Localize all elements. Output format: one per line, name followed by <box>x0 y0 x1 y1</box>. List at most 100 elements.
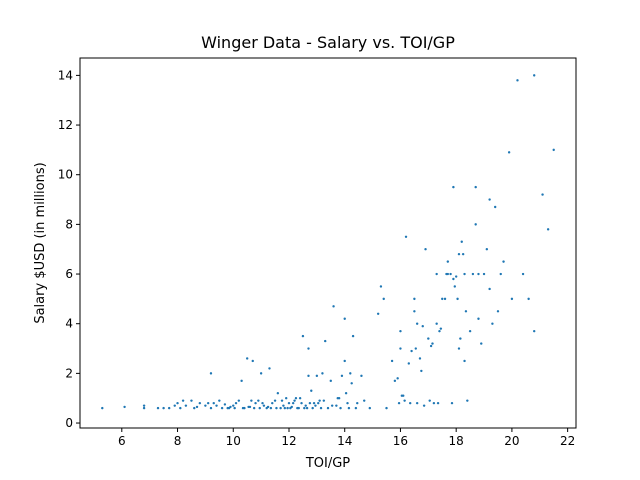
data-point <box>409 401 412 405</box>
data-point <box>477 317 480 320</box>
data-point <box>346 401 349 405</box>
data-point <box>310 389 313 392</box>
data-point <box>552 148 555 152</box>
data-point <box>459 337 462 340</box>
y-tick-label: 14 <box>58 68 73 82</box>
data-point <box>449 272 452 276</box>
data-point <box>477 272 480 276</box>
data-point <box>441 297 444 301</box>
data-point <box>343 317 346 320</box>
data-point <box>241 406 245 410</box>
data-point <box>457 347 461 350</box>
data-point <box>422 404 426 407</box>
data-point <box>482 272 486 276</box>
x-axis-label: TOI/GP <box>305 456 350 471</box>
data-point <box>204 404 207 407</box>
data-point <box>403 399 406 402</box>
plot-frame <box>79 57 577 429</box>
data-point <box>317 401 320 405</box>
data-point <box>471 272 475 276</box>
data-point <box>227 406 231 410</box>
data-point <box>223 403 227 406</box>
data-point <box>318 399 321 402</box>
data-point <box>307 347 310 350</box>
data-point <box>251 359 254 363</box>
x-tick-label: 20 <box>504 434 519 448</box>
data-point <box>326 406 330 410</box>
axes-layer <box>79 57 577 429</box>
x-tick-label: 10 <box>226 434 241 448</box>
data-point <box>240 379 243 383</box>
data-point <box>485 248 489 251</box>
data-point <box>330 404 334 407</box>
data-point <box>418 357 422 360</box>
data-point <box>268 367 271 370</box>
data-point <box>363 399 366 402</box>
data-point <box>297 406 300 410</box>
data-point <box>209 372 213 375</box>
data-point <box>283 406 287 410</box>
data-point <box>496 310 500 313</box>
data-point <box>435 272 438 276</box>
data-point <box>349 372 352 375</box>
chart-title: Winger Data - Salary vs. TOI/GP <box>201 33 455 52</box>
data-point <box>428 399 431 402</box>
data-point <box>101 406 104 410</box>
data-point <box>454 275 458 278</box>
data-point <box>198 401 202 405</box>
data-point <box>247 405 250 409</box>
y-tick-label: 2 <box>65 366 73 380</box>
data-point <box>480 342 483 345</box>
data-point <box>303 406 306 410</box>
data-point <box>261 401 264 405</box>
data-point <box>546 228 550 231</box>
data-point <box>335 404 338 407</box>
x-tick-label: 6 <box>118 434 126 448</box>
data-point <box>176 401 179 405</box>
data-point <box>254 401 257 405</box>
data-point <box>360 374 363 378</box>
data-point <box>407 362 411 365</box>
data-point <box>212 401 215 405</box>
data-point <box>404 235 408 238</box>
data-point <box>499 272 502 276</box>
data-point <box>173 404 176 407</box>
data-point <box>252 406 256 410</box>
data-point <box>312 401 316 405</box>
data-point <box>269 406 273 410</box>
data-point <box>452 277 455 281</box>
data-point <box>339 406 342 410</box>
y-tick-label: 10 <box>58 168 73 182</box>
data-point <box>319 406 323 410</box>
data-point <box>344 392 348 395</box>
data-point <box>332 305 335 308</box>
data-point <box>262 404 266 407</box>
y-tick-label: 8 <box>65 217 73 231</box>
data-point <box>293 399 296 402</box>
data-point <box>385 406 388 410</box>
data-point <box>420 369 423 373</box>
data-point <box>291 401 295 405</box>
x-tick-label: 16 <box>393 434 408 448</box>
data-point <box>424 248 427 251</box>
data-point <box>461 252 465 256</box>
data-point <box>460 240 463 243</box>
data-point <box>206 401 210 405</box>
data-point <box>413 310 416 313</box>
data-point <box>452 185 455 189</box>
data-point <box>435 322 438 325</box>
data-point <box>429 344 433 348</box>
data-point <box>446 260 450 263</box>
y-ticks: 0 2 4 6 8 10 12 14 <box>58 68 80 430</box>
data-point <box>410 349 413 353</box>
x-tick-label: 12 <box>281 434 296 448</box>
data-point <box>351 334 355 338</box>
data-point <box>233 406 236 410</box>
data-point <box>439 327 443 330</box>
data-point <box>427 337 430 340</box>
data-point <box>300 401 303 405</box>
data-point <box>286 406 289 410</box>
data-point <box>156 406 160 410</box>
